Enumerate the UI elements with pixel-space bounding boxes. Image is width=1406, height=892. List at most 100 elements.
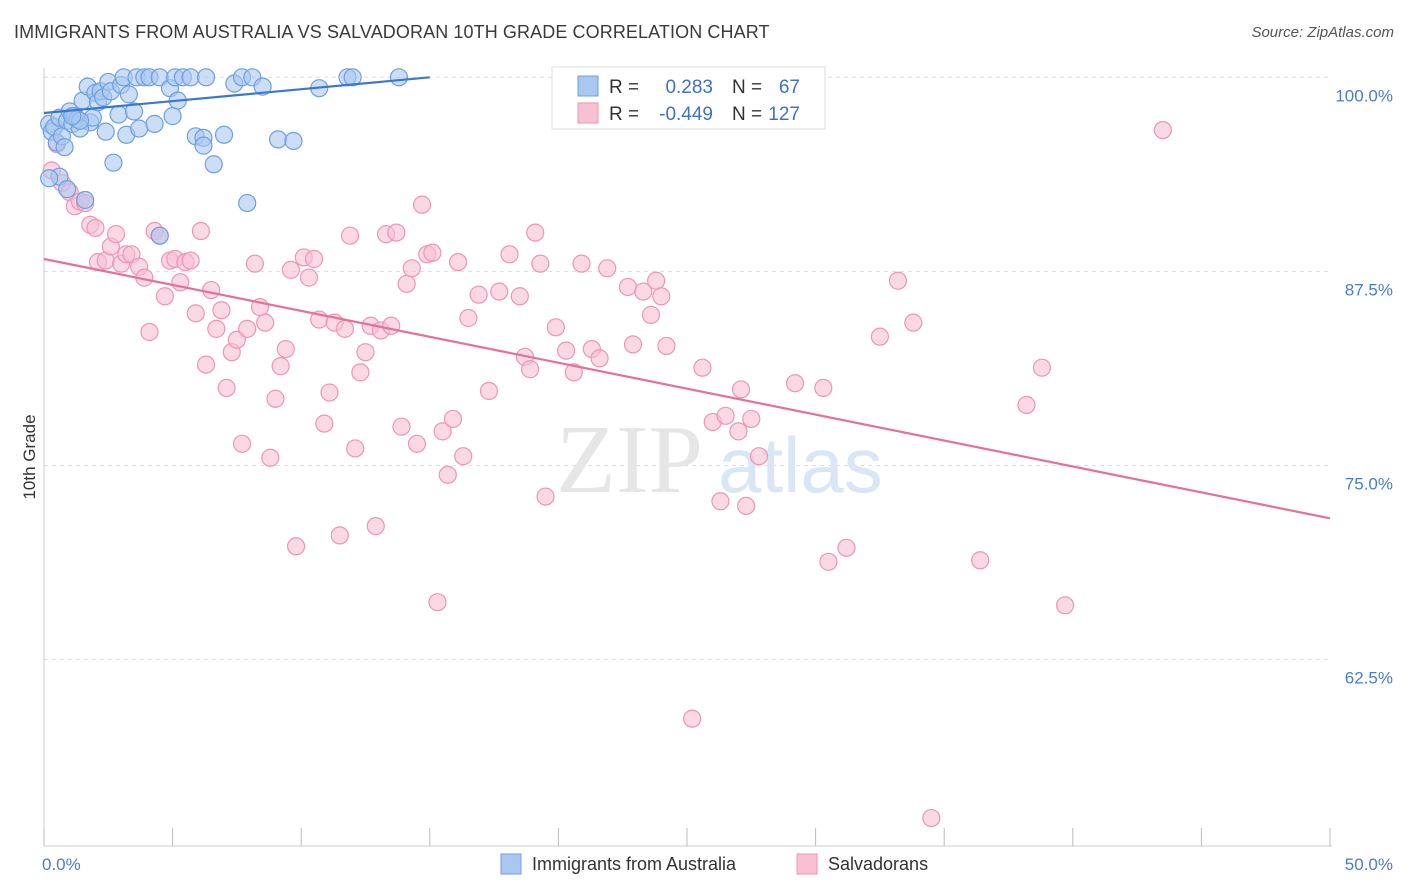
salvadorans-point [634,282,653,301]
australia-points [40,68,409,245]
salvadorans-point [320,383,339,402]
salvadorans-point [340,226,360,245]
salvadorans-point [315,414,334,433]
australia-point [204,155,223,174]
salvadorans-point [448,252,468,272]
salvadorans-point [521,360,540,379]
salvadorans-point [217,378,236,397]
salvadorans-point [261,448,280,467]
salvadorans-point [443,409,463,429]
salvadorans-point [438,465,457,484]
salvadorans-point [397,274,416,293]
salvadorans-point [510,287,529,306]
salvadorans-point [186,304,205,323]
salvadorans-point [299,268,319,287]
salvadorans-point [459,308,478,328]
australia-point [58,180,77,199]
australia-point [119,85,138,104]
salvadorans-point [531,254,550,273]
australia-point [284,131,303,151]
salvadorans-point [335,319,355,338]
salvadorans-point [181,251,200,270]
australia-point [238,193,257,213]
salvadorans-point [86,218,105,238]
salvadorans-point [904,313,923,332]
legend-r-value-salvadorans: -0.449 [659,104,713,125]
salvadorans-point [590,349,609,368]
salvadorans-point [392,417,411,436]
salvadorans-point [286,537,306,556]
australia-point [109,105,128,124]
salvadorans-point [387,223,406,242]
salvadorans-point [557,341,576,360]
salvadorans-point [281,260,301,279]
salvadorans-point [814,378,833,397]
bottom-legend-label-australia: Immigrants from Australia [532,854,737,874]
watermark: ZIP atlas [556,406,883,514]
salvadorans-point [469,285,488,304]
salvadorans-point [716,406,735,425]
salvadorans-point [536,487,555,506]
salvadorans-point [207,319,226,338]
y-tick-label: 62.5% [1345,669,1393,688]
salvadorans-point [330,526,349,545]
salvadorans-point [276,339,295,359]
salvadorans-point [1032,358,1052,377]
salvadorans-trend-line [43,257,1331,520]
y-tick-label: 100.0% [1335,86,1393,105]
salvadorans-point [256,313,275,332]
australia-point [150,226,169,245]
australia-point [130,119,149,138]
salvadorans-point [454,447,473,466]
australia-point [214,125,234,144]
salvadorans-point [526,223,545,242]
bottom-legend-label-salvadorans: Salvadorans [828,854,928,874]
bottom-legend: Immigrants from Australia Salvadorans [500,853,928,875]
salvadorans-point [500,245,519,264]
bottom-legend-swatch-australia [500,853,522,875]
legend-swatch-australia [577,75,599,97]
salvadorans-point [1017,395,1036,415]
salvadorans-point [490,282,509,301]
legend-r-label-australia: R = [609,77,639,98]
salvadorans-point [683,709,702,728]
salvadorans-point [423,243,442,262]
australia-point [268,130,288,149]
salvadorans-point [212,301,231,320]
salvadorans-point [346,439,365,458]
salvadorans-point [106,225,126,244]
salvadorans-point [647,271,666,290]
salvadorans-point [479,381,499,401]
legend-r-label-salvadorans: R = [609,104,639,125]
legend-n-value-australia: 67 [779,77,800,98]
australia-point [96,122,115,141]
salvadorans-point [1153,120,1172,140]
chart-title: IMMIGRANTS FROM AUSTRALIA VS SALVADORAN … [14,22,770,42]
australia-point [40,169,59,188]
legend-n-label-australia: N = [732,77,762,98]
salvadorans-point [749,447,769,466]
salvadorans-point [366,516,385,536]
bottom-legend-swatch-salvadorans [796,853,818,875]
australia-point [163,107,182,126]
salvadorans-point [407,434,427,453]
australia-point [196,68,216,87]
salvadorans-point [737,496,756,516]
trend-lines [43,76,1331,520]
salvadorans-point [304,249,324,269]
salvadorans-points [42,120,1172,828]
salvadorans-point [428,593,447,612]
salvadorans-point [618,277,637,297]
salvadorans-point [202,280,221,300]
salvadorans-point [412,195,432,214]
australia-point [343,68,362,87]
salvadorans-point [155,287,174,306]
legend-n-value-salvadorans: 127 [768,104,800,125]
salvadorans-point [140,322,159,342]
salvadorans-point [657,336,676,356]
australia-trend-line [43,76,430,115]
salvadorans-point [819,552,838,571]
salvadorans-point [546,318,565,337]
salvadorans-point [191,221,210,241]
